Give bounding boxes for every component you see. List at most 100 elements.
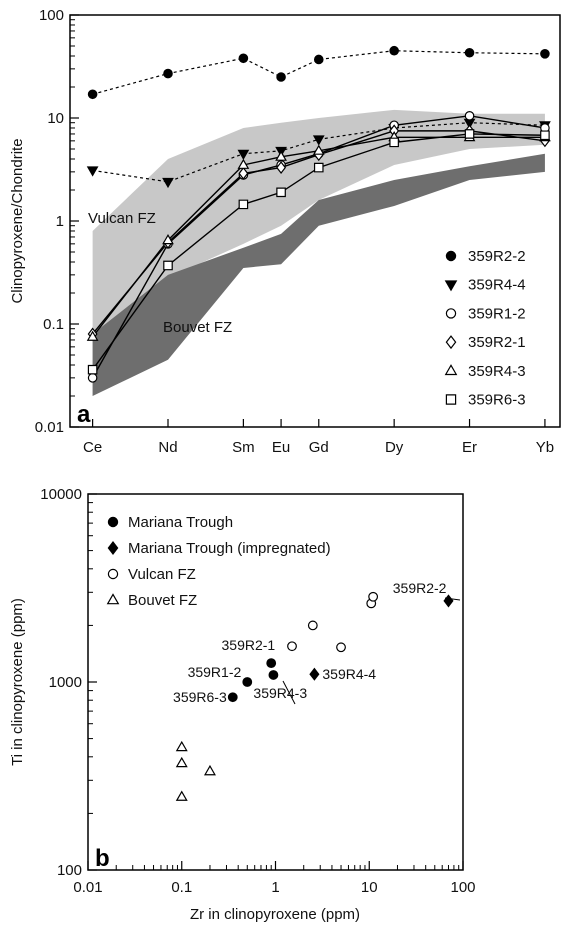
point-359r2-1-sm: [238, 166, 249, 180]
series-line-359r4-3: [92, 136, 545, 338]
b-xtick-label: 0.01: [73, 879, 102, 896]
a-regions: [92, 109, 545, 396]
point-359r2-2-er: [464, 47, 475, 58]
b-xtick-label: 100: [450, 879, 475, 896]
point-359r4-3-eu: [275, 150, 287, 161]
point-bouvet-fz-2: [175, 790, 188, 801]
point-359r4-3-ce: [86, 330, 99, 341]
region-vulcan-fz: [92, 109, 545, 396]
a-y-ticks: 0.01 0.1 1 10 100: [35, 7, 79, 436]
point-359r2-2-gd: [313, 54, 324, 65]
point-359r2-2-sm: [238, 53, 249, 64]
region-bouvet-fz: [92, 153, 545, 396]
legend-marker-359r2-1: [445, 335, 457, 350]
point-359r4-4-ce: [86, 166, 99, 177]
b-legend: Mariana Trough Mariana Trough (impregnate…: [106, 514, 331, 609]
point-359r6-3-ce: [87, 364, 98, 375]
b-xtick-label: 0.1: [171, 879, 192, 896]
point-359r2-1-eu: [276, 161, 287, 175]
a-xtick-label-nd: Nd: [158, 439, 177, 456]
point-mariana-trough-3: [268, 670, 279, 680]
point-359r4-4-sm: [237, 149, 250, 160]
a-xtick-label-gd: Gd: [309, 439, 329, 456]
point-359r4-4-nd: [162, 177, 174, 189]
region-label-vulcan: Vulcan FZ: [88, 210, 156, 227]
point-359r6-3-eu: [276, 187, 286, 198]
annotation-359r6-3: 359R6-3: [173, 689, 227, 705]
b-ytick-label: 10000: [40, 486, 82, 503]
a-lines: [92, 50, 546, 379]
legend-marker-359r1-2: [445, 308, 457, 319]
series-line-359r2-2: [92, 50, 545, 95]
legend-marker-359r4-4: [444, 280, 458, 292]
panel-a: 0.01 0.1 1 10 100 Ce Nd Sm Eu Gd Dy Er Yb Clinopyro…: [9, 7, 561, 456]
legend-marker-mariana-trough-impregnated: [107, 541, 119, 555]
legend-marker-359r2-2: [445, 250, 457, 262]
series-line-359r4-4: [92, 122, 545, 183]
annotation-359r4-4: 359R4-4: [322, 666, 376, 682]
point-359r6-3-dy: [389, 137, 399, 148]
series-line-359r6-3: [92, 133, 545, 371]
legend-label-359r4-4: 359R4-4: [468, 277, 526, 294]
point-vulcan-fz-0: [287, 641, 297, 652]
point-bouvet-fz-1: [175, 756, 188, 768]
point-359r4-3-sm: [237, 158, 250, 169]
point-vulcan-fz-4: [368, 591, 379, 602]
a-ytick-label: 10: [47, 110, 64, 127]
point-359r2-2-dy: [389, 45, 399, 56]
annotation-359r2-1: 359R2-1: [222, 637, 276, 653]
legend-marker-359r6-3: [445, 394, 457, 405]
region-label-bouvet: Bouvet FZ: [163, 319, 232, 336]
legend-label-bouvet-fz: Bouvet FZ: [128, 592, 197, 609]
legend-label-359r6-3: 359R6-3: [468, 392, 526, 409]
point-359r1-2-er: [464, 111, 475, 121]
b-ytick-label: 100: [57, 862, 82, 879]
point-359r2-2-eu: [276, 72, 286, 82]
point-359r6-3-er: [464, 129, 475, 139]
legend-label-359r1-2: 359R1-2: [468, 305, 526, 322]
annotation-359r1-2: 359R1-2: [188, 664, 242, 680]
panel-label-b: b: [95, 845, 110, 872]
a-xtick-label-ce: Ce: [83, 439, 102, 456]
b-y-ticks: 100 1000 10000: [40, 486, 97, 879]
point-mariana-trough-1: [242, 677, 253, 687]
point-359r2-2-ce: [87, 89, 98, 100]
point-359r2-2-yb: [540, 49, 550, 59]
point-mariana-trough-impregnated-1: [443, 594, 454, 608]
a-ytick-label: 1: [56, 213, 64, 230]
a-ytick-label: 0.01: [35, 419, 64, 436]
annotation-359r4-3: 359R4-3: [253, 685, 307, 701]
legend-label-359r2-1: 359R2-1: [468, 334, 526, 351]
legend-label-359r2-2: 359R2-2: [468, 248, 526, 265]
b-x-ticks: 0.01 0.1 1 10 100: [73, 861, 476, 896]
b-ytick-label: 1000: [49, 674, 82, 691]
point-359r6-3-sm: [238, 199, 249, 210]
leader-359R4-3: [282, 680, 296, 705]
a-ytick-label: 100: [39, 7, 64, 24]
series-line-359r2-1: [92, 130, 546, 335]
legend-label-vulcan-fz: Vulcan FZ: [128, 566, 196, 583]
point-mariana-trough-2: [266, 658, 277, 669]
point-bouvet-fz-3: [203, 764, 216, 776]
a-xtick-label-eu: Eu: [272, 439, 290, 456]
b-xlabel: Zr in clinopyroxene (ppm): [190, 906, 360, 923]
point-mariana-trough-impregnated-0: [309, 667, 320, 681]
panel-label-a: a: [77, 401, 91, 428]
legend-marker-359r4-3: [444, 364, 458, 376]
b-annotations: 359R2-2 359R2-1 359R1-2 359R6-3 359R4-3 359R4…: [173, 580, 447, 705]
b-xtick-label: 1: [271, 879, 279, 896]
point-359r6-3-gd: [313, 162, 324, 173]
a-xtick-label-yb: Yb: [536, 439, 554, 456]
series-line-359r1-2: [92, 115, 546, 379]
b-points: [175, 591, 454, 801]
point-359r6-3-yb: [540, 130, 550, 141]
legend-label-mariana-trough-impregnated: Mariana Trough (impregnated): [128, 540, 331, 557]
point-vulcan-fz-2: [336, 642, 346, 653]
a-x-ticks: Ce Nd Sm Eu Gd Dy Er Yb: [83, 419, 554, 456]
legend-marker-vulcan-fz: [107, 568, 119, 580]
a-markers: [86, 45, 551, 383]
point-359r4-4-gd: [312, 135, 325, 146]
b-xtick-label: 10: [361, 879, 378, 896]
